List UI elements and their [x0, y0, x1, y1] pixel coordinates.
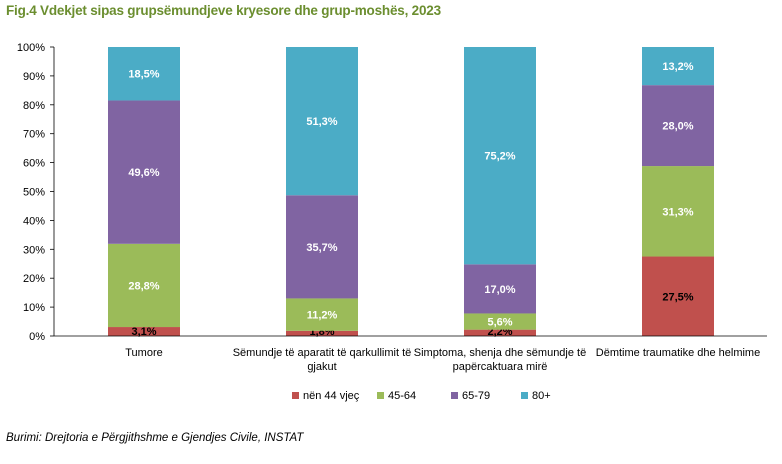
bar-segment: [108, 243, 180, 328]
legend-label: 45-64: [388, 390, 416, 402]
data-label: 11,2%: [307, 310, 338, 322]
legend-label: nën 44 vjeç: [303, 390, 360, 402]
bar-segment: [108, 100, 180, 244]
legend-swatch: [521, 392, 528, 399]
bar-segment: [286, 298, 358, 331]
y-tick-label: 30%: [23, 244, 45, 256]
bar-segment: [642, 166, 714, 257]
bar-segment: [286, 330, 358, 336]
y-tick-label: 50%: [23, 187, 45, 199]
category-label: gjakut: [307, 361, 336, 373]
data-label: 17,0%: [484, 284, 515, 296]
bar-segment: [464, 47, 536, 265]
y-tick-label: 80%: [23, 100, 45, 112]
data-label: 13,2%: [662, 61, 693, 73]
y-tick-label: 60%: [23, 158, 45, 170]
data-label: 3,1%: [131, 326, 156, 338]
data-label: 51,3%: [306, 116, 337, 128]
bar-segment: [464, 264, 536, 314]
category-label: Tumore: [125, 347, 163, 359]
legend-swatch: [377, 392, 384, 399]
bar-segment: [464, 313, 536, 330]
data-label: 27,5%: [662, 291, 693, 303]
y-tick-label: 40%: [23, 215, 45, 227]
y-tick-label: 10%: [23, 302, 45, 314]
y-tick-label: 70%: [23, 129, 45, 141]
legend-label: 65-79: [462, 390, 490, 402]
bar-segment: [108, 47, 180, 101]
category-label: Sëmundje të aparatit të qarkullimit të: [233, 347, 412, 359]
bar-segment: [286, 195, 358, 299]
bar-segment: [464, 329, 536, 336]
bar-segment: [286, 47, 358, 196]
data-label: 18,5%: [128, 69, 159, 81]
data-label: 49,6%: [128, 167, 159, 179]
bar-segment: [642, 47, 714, 86]
source-note: Burimi: Drejtoria e Përgjithshme e Gjend…: [6, 432, 304, 444]
category-label: papërcaktuara mirë: [453, 361, 548, 373]
data-label: 28,0%: [662, 121, 693, 133]
data-label: 28,8%: [128, 280, 159, 292]
y-tick-label: 90%: [23, 71, 45, 83]
bar-segment: [642, 85, 714, 167]
data-label: 75,2%: [484, 151, 515, 163]
chart-title: Fig.4 Vdekjet sipas grupsëmundjeve kryes…: [6, 3, 441, 18]
bar-segment: [108, 327, 180, 336]
y-tick-label: 20%: [23, 273, 45, 285]
y-tick-label: 100%: [17, 42, 45, 54]
y-tick-label: 0%: [29, 331, 45, 343]
category-label: Simptoma, shenja dhe sëmundje të: [414, 347, 586, 359]
category-label: Dëmtime traumatike dhe helmime: [596, 347, 760, 359]
data-label: 35,7%: [306, 242, 337, 254]
legend-label: 80+: [532, 390, 551, 402]
bar-segment: [642, 256, 714, 336]
legend-swatch: [451, 392, 458, 399]
data-label: 5,6%: [487, 317, 512, 329]
data-label: 31,3%: [662, 206, 693, 218]
legend-swatch: [292, 392, 299, 399]
